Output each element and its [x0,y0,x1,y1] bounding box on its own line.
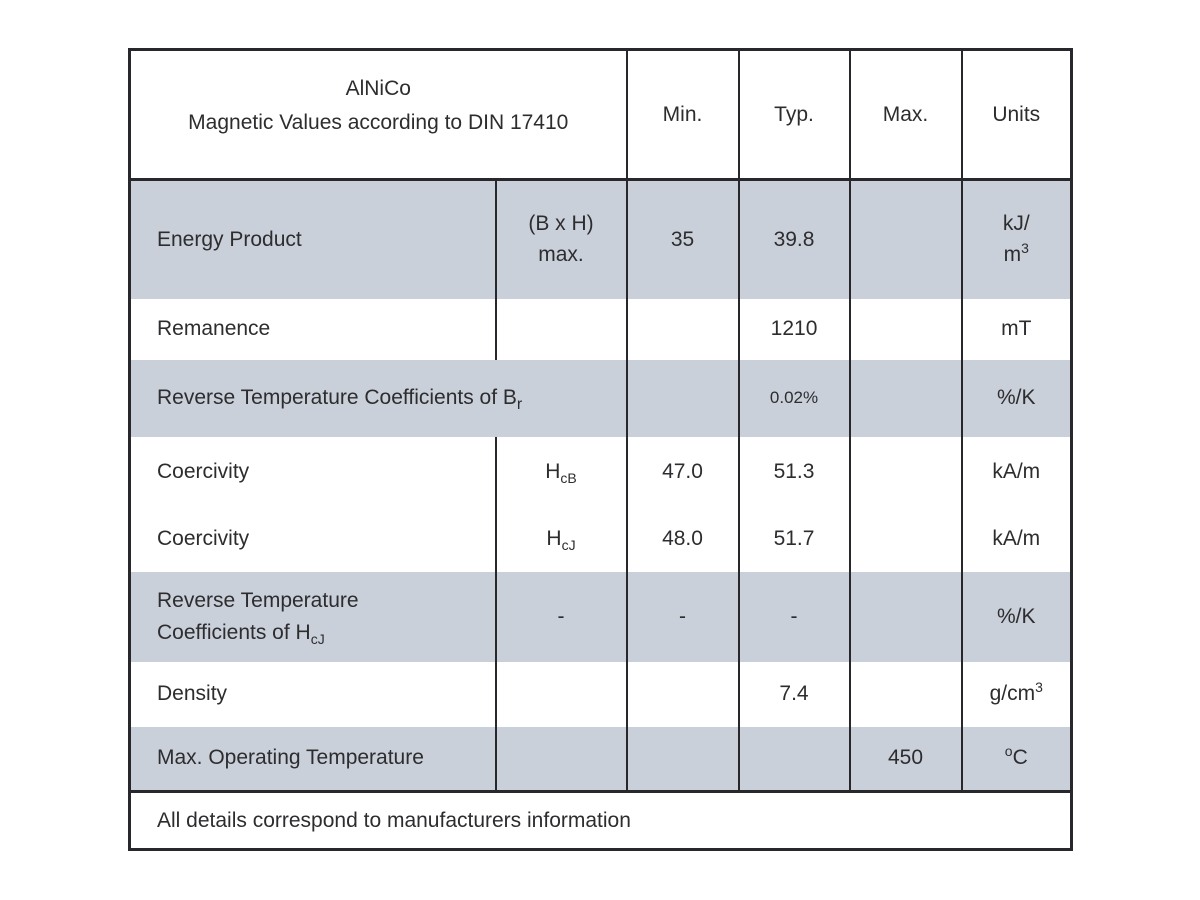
datasheet-area: AlNiCo Magnetic Values according to DIN … [128,48,1074,851]
cell-density-min [626,661,740,727]
cell-hcj-min: 48.0 [626,506,740,572]
header-row: AlNiCo Magnetic Values according to DIN … [129,49,1072,181]
energy-symbol-line2: max. [538,242,584,266]
maxtemp-unit-main: C [1012,746,1028,770]
row-energy-product: Energy Product (B x H) max. 35 39.8 kJ/m3 [129,179,1072,299]
row-rtc-br: Reverse Temperature Coefficients of Br 0… [129,359,1072,437]
cell-rtc-br-units: %/K [961,359,1072,437]
footer-row: All details correspond to manufacturers … [129,790,1072,850]
cell-maxtemp-units: oC [961,726,1072,792]
rtc-hcj-label-sub: cJ [310,630,325,647]
cell-rtc-br-label: Reverse Temperature Coefficients of Br [129,359,628,437]
hcb-symbol-main: H [545,459,561,483]
cell-rtc-br-min [626,359,740,437]
cell-energy-symbol: (B x H) max. [495,179,628,299]
cell-energy-label: Energy Product [129,179,497,299]
header-subtitle: Magnetic Values according to DIN 17410 [188,110,569,134]
col-header-units: Units [961,49,1072,181]
cell-density-label: Density [129,661,497,727]
cell-rtc-hcj-min: - [626,571,740,662]
cell-rtc-br-typ: 0.02% [738,359,851,437]
cell-hcb-label: Coercivity [129,436,497,507]
cell-hcb-max [849,436,963,507]
row-coercivity-hcb: Coercivity HcB 47.0 51.3 kA/m [129,436,1072,507]
maxtemp-unit-degree: o [1004,743,1013,760]
cell-energy-units: kJ/m3 [961,179,1072,299]
energy-unit-line2: m [1003,242,1022,266]
rtc-br-label-sub: r [516,396,523,414]
cell-energy-max [849,179,963,299]
cell-remanence-units: mT [1001,317,1032,340]
cell-hcb-typ: 51.3 [738,436,851,507]
cell-rtc-hcj-units: %/K [961,571,1072,662]
cell-hcb-min: 47.0 [626,436,740,507]
energy-symbol-line1: (B x H) [528,212,594,236]
hcj-symbol-sub: cJ [561,537,576,554]
cell-remanence-min [626,298,740,360]
cell-density-symbol [495,661,628,727]
density-unit-main: g/cm [989,682,1036,705]
cell-density-typ: 7.4 [738,661,851,727]
cell-density-units: g/cm3 [962,662,1072,727]
cell-rtc-hcj-max [849,571,963,662]
spec-table: AlNiCo Magnetic Values according to DIN … [128,48,1074,851]
cell-remanence-label: Remanence [129,298,497,360]
material-title: AlNiCo [345,76,411,100]
row-density: Density 7.4 g/cm3 [129,661,1072,727]
cell-maxtemp-symbol [495,726,628,792]
hcj-symbol-main: H [546,527,562,550]
energy-unit-line1: kJ/ [1002,212,1030,236]
cell-hcj-symbol: HcJ [495,506,628,572]
col-header-typ: Typ. [738,49,851,181]
cell-energy-typ: 39.8 [738,179,851,299]
hcb-symbol-sub: cB [560,469,577,486]
cell-maxtemp-label: Max. Operating Temperature [129,726,497,792]
rtc-br-label-main: Reverse Temperature Coefficients of B [157,386,517,409]
density-unit-exp: 3 [1035,679,1043,695]
cell-density-max [849,661,963,727]
cell-hcb-units: kA/m [992,459,1041,483]
cell-hcb-symbol: HcB [495,436,628,507]
row-coercivity-hcj: Coercivity HcJ 48.0 51.7 kA/m [129,506,1072,572]
cell-rtc-hcj-label: Reverse Temperature Coefficients of HcJ [129,571,497,662]
row-max-operating-temperature: Max. Operating Temperature 450 oC [129,726,1072,792]
cell-remanence-typ: 1210 [738,298,851,360]
cell-maxtemp-typ [738,726,851,792]
row-rtc-hcj: Reverse Temperature Coefficients of HcJ … [129,571,1072,662]
cell-maxtemp-min [626,726,740,792]
cell-hcj-max [849,506,963,572]
row-remanence: Remanence 1210 mT [129,298,1072,360]
cell-hcj-label: Coercivity [129,506,497,572]
cell-hcj-units: kA/m [992,527,1041,550]
rtc-hcj-label-line2: Coefficients of H [157,620,311,644]
cell-hcj-typ: 51.7 [738,506,851,572]
rtc-hcj-label-line1: Reverse Temperature [157,589,359,612]
cell-energy-min: 35 [626,179,740,299]
cell-rtc-hcj-symbol: - [495,571,628,662]
col-header-min: Min. [626,49,740,181]
header-title-cell: AlNiCo Magnetic Values according to DIN … [129,49,628,181]
cell-maxtemp-max: 450 [849,726,963,792]
cell-rtc-hcj-typ: - [738,571,851,662]
cell-remanence-max [849,298,963,360]
cell-rtc-br-max [849,359,963,437]
col-header-max: Max. [849,49,963,181]
cell-remanence-symbol [495,298,628,360]
footer-note: All details correspond to manufacturers … [129,790,1072,850]
energy-unit-exp: 3 [1021,239,1029,256]
